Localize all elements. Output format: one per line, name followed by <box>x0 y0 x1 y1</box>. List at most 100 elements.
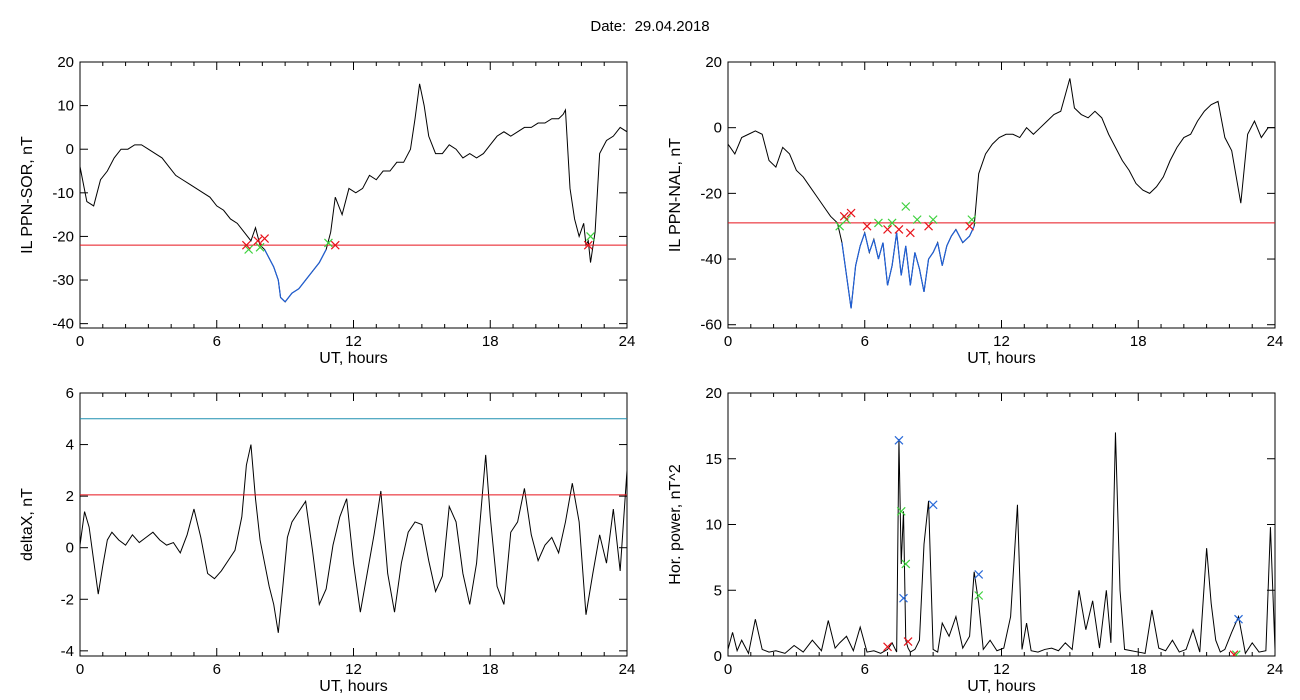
series-line <box>728 432 1275 655</box>
y-tick-label: 15 <box>705 451 722 468</box>
marker-red-stroke <box>894 225 904 234</box>
marker-red <box>883 642 892 652</box>
x-tick-label: 0 <box>724 333 732 350</box>
series-line <box>80 83 627 303</box>
marker-red <box>583 240 593 250</box>
marker-green <box>901 559 911 569</box>
marker-red-stroke <box>862 221 872 231</box>
marker-red-stroke <box>905 228 915 238</box>
y-tick-label: 20 <box>57 54 74 71</box>
below-threshold-segment <box>923 258 930 292</box>
x-tick-label: 12 <box>993 333 1010 350</box>
marker-red-stroke <box>1231 650 1239 656</box>
x-tick-label: 0 <box>76 333 84 350</box>
marker-red <box>924 221 933 231</box>
marker-green-stroke <box>255 242 265 252</box>
marker-red <box>846 208 856 218</box>
date-label: Date: <box>590 18 627 35</box>
x-axis-label: UT, hours <box>319 350 387 367</box>
marker-green-stroke <box>967 215 977 225</box>
marker-green <box>896 506 906 516</box>
x-tick-label: 6 <box>213 333 221 350</box>
panel-il-sor: 0 6 12 18 24 -40 -30 -20 -10 0 10 20 UT, hours IL PPN… <box>19 54 635 367</box>
below-threshold-segment <box>264 249 270 259</box>
below-threshold-segment <box>280 297 286 303</box>
below-threshold-segment <box>905 245 911 286</box>
marker-green <box>974 591 984 600</box>
x-tick-label: 18 <box>482 661 499 678</box>
y-tick-label: -2 <box>61 591 74 608</box>
below-threshold-segment <box>946 235 952 247</box>
marker-green <box>912 215 922 225</box>
marker-red-stroke <box>846 208 856 218</box>
marker-blue <box>974 570 984 579</box>
x-tick-label: 6 <box>861 333 869 350</box>
marker-green <box>586 232 595 241</box>
y-tick-label: -30 <box>52 272 74 289</box>
below-threshold-segment <box>969 225 975 237</box>
below-threshold-segment <box>950 229 957 237</box>
below-threshold-segment <box>273 266 279 281</box>
marker-green <box>967 215 977 225</box>
marker-blue-stroke <box>894 435 904 445</box>
marker-red <box>1229 650 1239 656</box>
below-threshold-segment <box>918 268 925 292</box>
marker-red-stroke <box>583 240 593 250</box>
x-tick-label: 24 <box>619 661 636 678</box>
y-tick-label: -40 <box>52 316 74 333</box>
marker-green-stroke <box>974 591 984 600</box>
series-line <box>80 444 627 633</box>
y-tick-label: 20 <box>705 385 722 402</box>
below-threshold-segment <box>896 232 902 276</box>
marker-red-stroke <box>253 236 263 246</box>
marker-red-stroke <box>260 234 270 244</box>
y-tick-label: 0 <box>66 540 74 557</box>
below-threshold-segment <box>882 242 889 286</box>
below-threshold-segment <box>864 232 870 253</box>
x-axis-label: UT, hours <box>319 678 387 695</box>
below-threshold-segment <box>284 292 293 303</box>
marker-red <box>883 225 892 234</box>
below-threshold-segment <box>855 245 861 266</box>
x-tick-label: 0 <box>724 661 732 678</box>
x-tick-label: 18 <box>1130 661 1147 678</box>
marker-red <box>862 221 872 231</box>
marker-green-stroke <box>586 232 595 241</box>
marker-red-stroke <box>924 221 933 231</box>
marker-blue-stroke <box>974 570 984 579</box>
marker-green-stroke <box>901 202 911 211</box>
marker-red-stroke <box>241 240 251 250</box>
x-tick-label: 24 <box>619 333 636 350</box>
marker-red <box>903 637 913 646</box>
marker-blue-stroke <box>928 500 938 510</box>
y-tick-label: 20 <box>705 54 722 71</box>
below-threshold-segment <box>955 229 964 243</box>
plot-frame <box>79 392 628 657</box>
below-threshold-segment <box>873 239 880 260</box>
below-threshold-segment <box>932 242 939 253</box>
y-axis-label: deltaX, nT <box>19 488 36 561</box>
marker-blue-stroke <box>1234 614 1243 624</box>
plot-frame <box>79 61 628 329</box>
below-threshold-segment <box>845 275 852 309</box>
plot-area <box>728 432 1275 656</box>
marker-green-stroke <box>901 559 911 569</box>
below-threshold-segment <box>268 257 275 268</box>
y-tick-label: 0 <box>714 120 722 137</box>
below-threshold-segment <box>962 235 971 244</box>
marker-green-stroke <box>835 221 845 231</box>
marker-green-stroke <box>928 215 938 225</box>
marker-red-stroke <box>965 221 975 231</box>
marker-green-stroke <box>1234 650 1241 656</box>
marker-green-stroke <box>842 215 851 225</box>
marker-green-stroke <box>324 238 333 248</box>
marker-green <box>324 238 333 248</box>
panel-hor-power: 0 6 12 18 24 0 5 10 15 20 UT, hours Hor. power, nT^… <box>667 385 1283 695</box>
panel-il-nal: 0 6 12 18 24 -60 -40 -20 0 20 UT, hours IL PPN-NAL,… <box>667 54 1283 367</box>
marker-red <box>241 240 251 250</box>
marker-blue-stroke <box>899 593 908 603</box>
x-tick-label: 6 <box>861 661 869 678</box>
below-threshold-segment <box>900 245 907 276</box>
